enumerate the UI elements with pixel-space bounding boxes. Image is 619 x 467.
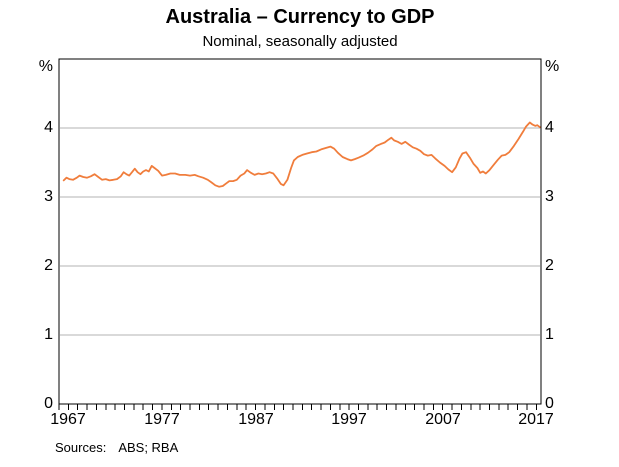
x-tick-label-1967: 1967 <box>50 411 86 428</box>
x-tick-label-1977: 1977 <box>144 411 180 428</box>
x-tick-label-2007: 2007 <box>425 411 461 428</box>
sources-label: Sources: <box>55 440 107 455</box>
chart-title: Australia – Currency to GDP <box>165 6 435 28</box>
x-tick-label-2017: 2017 <box>518 411 554 428</box>
sources-value: ABS; RBA <box>118 440 179 455</box>
y-tick-label-right-1: 1 <box>545 326 554 343</box>
y-tick-label-right-3: 3 <box>545 188 554 205</box>
chart-subtitle: Nominal, seasonally adjusted <box>202 33 398 50</box>
y-tick-label-left-4: 4 <box>44 119 53 136</box>
y-tick-label-left-1: 1 <box>44 326 53 343</box>
x-tick-label-1987: 1987 <box>238 411 274 428</box>
y-tick-label-right-0: 0 <box>545 395 554 412</box>
y-tick-label-left-0: 0 <box>44 395 53 412</box>
series-line <box>62 121 541 188</box>
sources-note: Sources: ABS; RBA <box>55 440 178 456</box>
y-tick-label-right-4: 4 <box>545 119 554 136</box>
y-tick-label-right-2: 2 <box>545 257 554 274</box>
plot-frame <box>58 58 542 405</box>
y-tick-label-left-3: 3 <box>44 188 53 205</box>
y-tick-label-left-2: 2 <box>44 257 53 274</box>
y-axis-unit-left: % <box>38 58 53 75</box>
x-tick-label-1997: 1997 <box>331 411 367 428</box>
y-axis-unit-right: % <box>545 58 560 75</box>
